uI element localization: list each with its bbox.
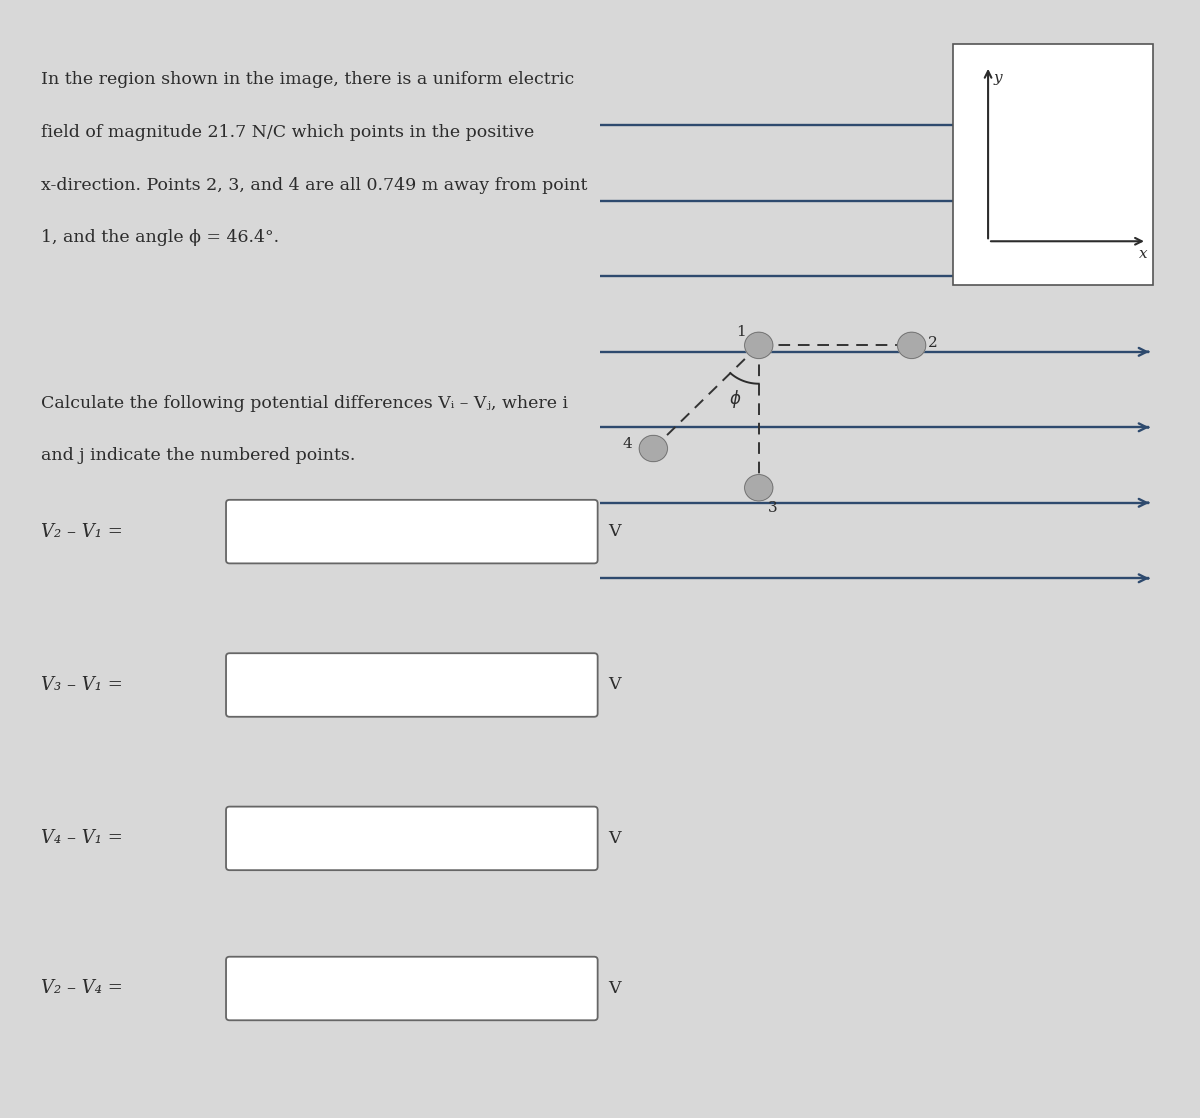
Text: y: y bbox=[994, 72, 1002, 85]
Text: 3: 3 bbox=[768, 501, 778, 514]
Text: x: x bbox=[1139, 247, 1147, 260]
Text: x-direction. Points 2, 3, and 4 are all 0.749 m away from point: x-direction. Points 2, 3, and 4 are all … bbox=[42, 177, 588, 193]
Text: V₂ – V₄ =: V₂ – V₄ = bbox=[42, 979, 124, 997]
Text: V: V bbox=[608, 523, 620, 540]
Circle shape bbox=[898, 332, 925, 359]
FancyBboxPatch shape bbox=[226, 653, 598, 717]
Text: 2: 2 bbox=[928, 337, 937, 350]
Text: V₂ – V₁ =: V₂ – V₁ = bbox=[42, 522, 124, 541]
Bar bbox=[953, 44, 1153, 285]
Text: 1: 1 bbox=[737, 325, 746, 339]
Text: V₄ – V₁ =: V₄ – V₁ = bbox=[42, 830, 124, 847]
Text: and j indicate the numbered points.: and j indicate the numbered points. bbox=[42, 447, 355, 464]
Text: V: V bbox=[608, 980, 620, 997]
FancyBboxPatch shape bbox=[226, 806, 598, 870]
Text: V₃ – V₁ =: V₃ – V₁ = bbox=[42, 676, 124, 694]
Text: 4: 4 bbox=[623, 437, 632, 452]
Circle shape bbox=[640, 435, 667, 462]
Circle shape bbox=[745, 332, 773, 359]
FancyBboxPatch shape bbox=[226, 500, 598, 563]
Text: 1, and the angle ϕ = 46.4°.: 1, and the angle ϕ = 46.4°. bbox=[42, 229, 280, 246]
Text: field of magnitude 21.7 N/C which points in the positive: field of magnitude 21.7 N/C which points… bbox=[42, 124, 535, 141]
Circle shape bbox=[745, 475, 773, 501]
FancyBboxPatch shape bbox=[226, 957, 598, 1021]
Text: $\phi$: $\phi$ bbox=[730, 388, 742, 410]
Text: V: V bbox=[608, 830, 620, 847]
Text: Calculate the following potential differences Vᵢ – Vⱼ, where i: Calculate the following potential differ… bbox=[42, 395, 569, 411]
Text: In the region shown in the image, there is a uniform electric: In the region shown in the image, there … bbox=[42, 72, 575, 88]
Text: V: V bbox=[608, 676, 620, 693]
